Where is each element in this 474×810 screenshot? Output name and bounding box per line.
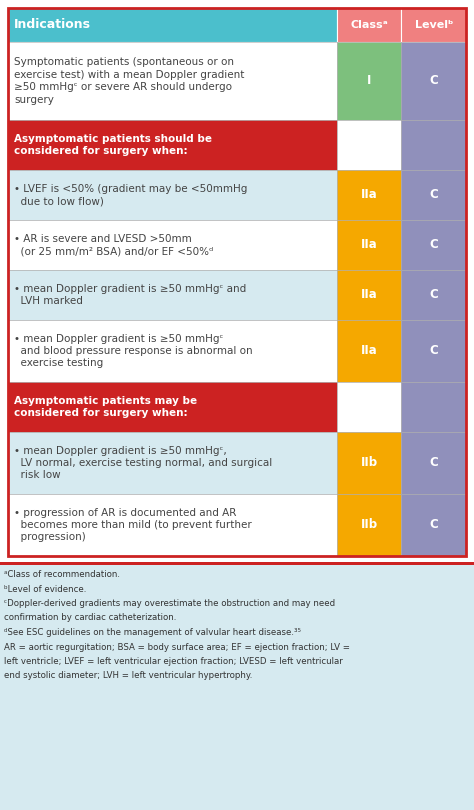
Bar — [401, 270, 466, 320]
Bar — [401, 320, 466, 382]
Text: Levelᵇ: Levelᵇ — [415, 20, 453, 30]
Bar — [8, 8, 337, 42]
Text: ᵇLevel of evidence.: ᵇLevel of evidence. — [4, 585, 86, 594]
Text: C: C — [429, 518, 438, 531]
Bar — [337, 270, 401, 320]
Text: Asymptomatic patients should be: Asymptomatic patients should be — [14, 134, 212, 143]
Text: IIa: IIa — [361, 238, 377, 251]
Text: left ventricle; LVEF = left ventricular ejection fraction; LVESD = left ventricu: left ventricle; LVEF = left ventricular … — [4, 657, 343, 666]
Bar — [401, 170, 466, 220]
Bar — [8, 320, 337, 382]
Text: due to low flow): due to low flow) — [14, 196, 104, 207]
Bar — [337, 120, 401, 170]
Text: • LVEF is <50% (gradient may be <50mmHg: • LVEF is <50% (gradient may be <50mmHg — [14, 184, 247, 194]
Bar — [337, 170, 401, 220]
Text: Symptomatic patients (spontaneous or on: Symptomatic patients (spontaneous or on — [14, 58, 234, 67]
Bar — [8, 42, 337, 120]
Text: end systolic diameter; LVH = left ventricular hypertrophy.: end systolic diameter; LVH = left ventri… — [4, 671, 252, 680]
Text: • progression of AR is documented and AR: • progression of AR is documented and AR — [14, 508, 237, 518]
Bar — [337, 220, 401, 270]
Text: ᶜDoppler-derived gradients may overestimate the obstruction and may need: ᶜDoppler-derived gradients may overestim… — [4, 599, 335, 608]
Text: exercise test) with a mean Doppler gradient: exercise test) with a mean Doppler gradi… — [14, 70, 245, 79]
Bar — [401, 382, 466, 432]
Bar — [401, 220, 466, 270]
Text: C: C — [429, 189, 438, 202]
Text: I: I — [367, 75, 371, 87]
Bar — [8, 494, 337, 556]
Bar — [8, 432, 337, 494]
Bar — [337, 320, 401, 382]
Text: Classᵃ: Classᵃ — [350, 20, 388, 30]
Bar — [401, 8, 466, 42]
Text: exercise testing: exercise testing — [14, 359, 103, 369]
Bar — [337, 8, 401, 42]
Bar — [8, 170, 337, 220]
Bar — [337, 382, 401, 432]
Bar — [0, 562, 474, 810]
Text: • AR is severe and LVESD >50mm: • AR is severe and LVESD >50mm — [14, 234, 192, 244]
Text: • mean Doppler gradient is ≥50 mmHgᶜ,: • mean Doppler gradient is ≥50 mmHgᶜ, — [14, 446, 227, 455]
Text: C: C — [429, 288, 438, 301]
Bar — [401, 494, 466, 556]
Text: IIa: IIa — [361, 288, 377, 301]
Bar — [337, 432, 401, 494]
Text: C: C — [429, 75, 438, 87]
Bar — [8, 120, 337, 170]
Text: Asymptomatic patients may be: Asymptomatic patients may be — [14, 396, 197, 406]
Bar — [401, 432, 466, 494]
Text: C: C — [429, 457, 438, 470]
Text: risk low: risk low — [14, 471, 61, 480]
Bar — [337, 42, 401, 120]
Bar — [8, 382, 337, 432]
Bar — [401, 120, 466, 170]
Text: IIa: IIa — [361, 189, 377, 202]
Text: LV normal, exercise testing normal, and surgical: LV normal, exercise testing normal, and … — [14, 458, 272, 468]
Bar — [8, 8, 466, 556]
Text: IIb: IIb — [361, 457, 378, 470]
Text: IIb: IIb — [361, 518, 378, 531]
Text: IIa: IIa — [361, 344, 377, 357]
Text: and blood pressure response is abnormal on: and blood pressure response is abnormal … — [14, 346, 253, 356]
Text: LVH marked: LVH marked — [14, 296, 83, 306]
Text: ᵃClass of recommendation.: ᵃClass of recommendation. — [4, 570, 120, 579]
Text: ᵈSee ESC guidelines on the management of valvular heart disease.³⁵: ᵈSee ESC guidelines on the management of… — [4, 628, 301, 637]
Text: confirmation by cardiac catheterization.: confirmation by cardiac catheterization. — [4, 613, 176, 623]
Text: • mean Doppler gradient is ≥50 mmHgᶜ and: • mean Doppler gradient is ≥50 mmHgᶜ and — [14, 284, 246, 294]
Text: Indications: Indications — [14, 19, 91, 32]
Text: becomes more than mild (to prevent further: becomes more than mild (to prevent furth… — [14, 520, 252, 530]
Bar — [0, 562, 474, 565]
Bar — [8, 270, 337, 320]
Bar — [8, 220, 337, 270]
Bar — [337, 494, 401, 556]
Text: progression): progression) — [14, 532, 86, 543]
Text: AR = aortic regurgitation; BSA = body surface area; EF = ejection fraction; LV =: AR = aortic regurgitation; BSA = body su… — [4, 642, 350, 651]
Text: surgery: surgery — [14, 95, 54, 104]
Text: C: C — [429, 344, 438, 357]
Text: C: C — [429, 238, 438, 251]
Text: ≥50 mmHgᶜ or severe AR should undergo: ≥50 mmHgᶜ or severe AR should undergo — [14, 83, 232, 92]
Text: (or 25 mm/m² BSA) and/or EF <50%ᵈ: (or 25 mm/m² BSA) and/or EF <50%ᵈ — [14, 246, 213, 256]
Text: considered for surgery when:: considered for surgery when: — [14, 408, 188, 418]
Text: considered for surgery when:: considered for surgery when: — [14, 147, 188, 156]
Text: • mean Doppler gradient is ≥50 mmHgᶜ: • mean Doppler gradient is ≥50 mmHgᶜ — [14, 334, 223, 343]
Bar — [401, 42, 466, 120]
